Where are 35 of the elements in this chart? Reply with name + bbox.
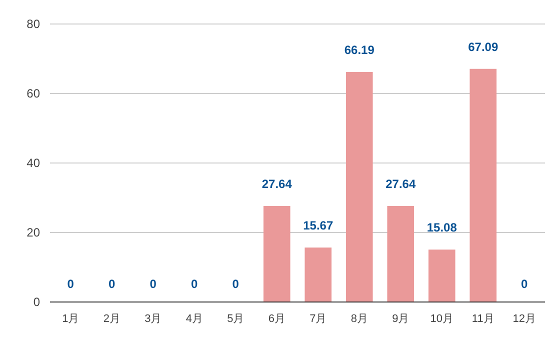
x-tick-label: 12月 bbox=[512, 313, 536, 325]
bar bbox=[428, 250, 456, 302]
data-label: 67.09 bbox=[468, 40, 498, 54]
bar bbox=[470, 68, 497, 302]
x-tick-label: 6月 bbox=[268, 313, 286, 325]
data-label: 0 bbox=[67, 277, 74, 291]
data-label: 27.64 bbox=[262, 176, 292, 191]
x-tick-label: 8月 bbox=[350, 313, 368, 325]
data-label: 15.67 bbox=[303, 218, 334, 233]
y-tick-label: 0 bbox=[33, 295, 40, 310]
x-tick-label: 10月 bbox=[430, 313, 454, 325]
bar bbox=[387, 206, 414, 302]
data-label: 15.08 bbox=[426, 220, 458, 235]
bar bbox=[263, 206, 290, 302]
y-tick-label: 60 bbox=[26, 86, 40, 101]
x-tick-label: 5月 bbox=[227, 313, 244, 325]
data-label: 0 bbox=[150, 277, 157, 291]
x-tick-label: 7月 bbox=[310, 313, 327, 325]
data-label: 66.19 bbox=[344, 42, 375, 57]
data-label: 0 bbox=[191, 277, 198, 291]
data-label: 0 bbox=[521, 277, 528, 291]
data-label: 0 bbox=[232, 277, 240, 291]
bar bbox=[346, 72, 373, 302]
bar bbox=[304, 248, 332, 302]
x-tick-label: 9月 bbox=[392, 313, 410, 325]
x-tick-label: 4月 bbox=[186, 313, 203, 325]
y-tick-label: 40 bbox=[26, 156, 40, 170]
data-label: 0 bbox=[108, 277, 116, 291]
y-tick-label: 80 bbox=[26, 17, 40, 32]
y-tick-label: 20 bbox=[26, 226, 40, 240]
x-tick-label: 3月 bbox=[144, 313, 162, 325]
data-label: 27.64 bbox=[386, 176, 416, 191]
x-tick-label: 11月 bbox=[472, 313, 494, 325]
x-tick-label: 1月 bbox=[62, 313, 80, 325]
x-tick-label: 2月 bbox=[103, 313, 120, 325]
